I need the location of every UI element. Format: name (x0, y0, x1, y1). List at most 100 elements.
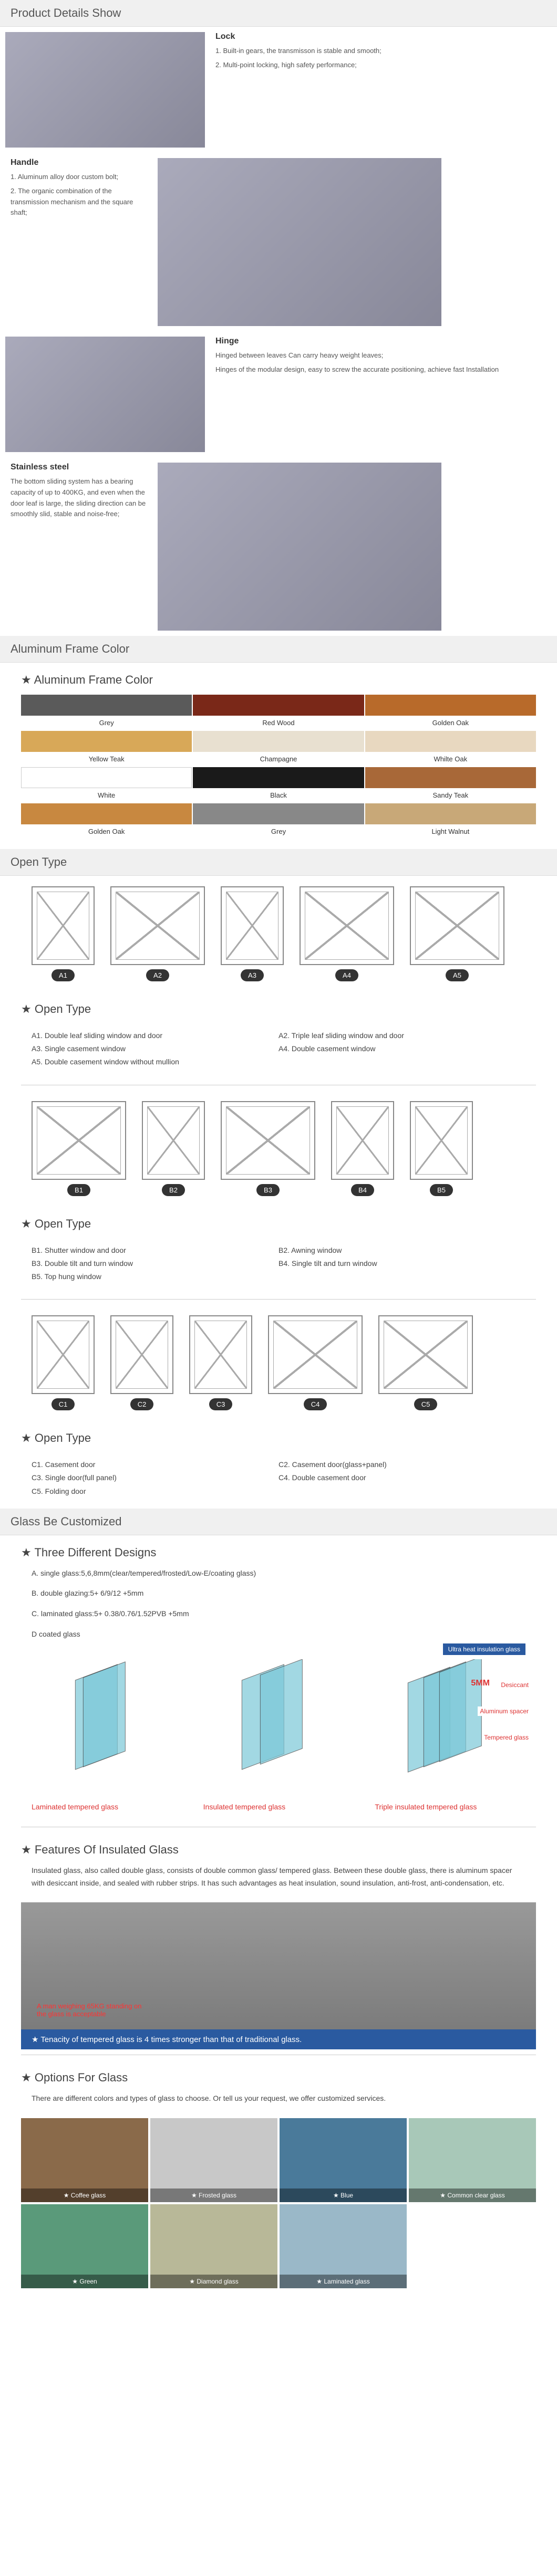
color-label: Grey (21, 716, 192, 730)
open-desc-text: C4. Double casement door (278, 1471, 525, 1484)
color-grid: GreyRed WoodGolden OakYellow TeakChampag… (0, 695, 557, 849)
open-item: C1 (32, 1315, 95, 1410)
color-label: Champagne (193, 752, 364, 766)
open-diagram (32, 886, 95, 965)
open-diagram (221, 1101, 315, 1180)
tempered-image: A man weighing 65KG standing on the glas… (21, 1902, 536, 2049)
open-item: A2 (110, 886, 205, 981)
color-label: Red Wood (193, 716, 364, 730)
color-swatch (365, 803, 536, 824)
color-label: Golden Oak (21, 824, 192, 839)
tempered-caption: Tenacity of tempered glass is 4 times st… (21, 2029, 536, 2049)
open-desc-text: C2. Casement door(glass+panel) (278, 1458, 525, 1471)
color-cell: Yellow Teak (21, 731, 192, 766)
open-diagram (300, 886, 394, 965)
open-desc-text: A3. Single casement window (32, 1042, 278, 1055)
open-a-header: Open Type (0, 992, 557, 1024)
section-open-type: Open Type (0, 849, 557, 876)
insulated-glass-diagram (203, 1659, 354, 1796)
glass-option: Coffee glass (21, 2118, 148, 2202)
open-item: C3 (189, 1315, 252, 1410)
open-badge: B5 (430, 1184, 453, 1196)
open-a-grid: A1A2A3A4A5 (0, 876, 557, 992)
open-c-desc: C1. Casement doorC2. Casement door(glass… (0, 1453, 557, 1509)
glass-label-1: Laminated tempered glass (32, 1803, 182, 1811)
callout-spacer: Aluminum spacer (478, 1706, 531, 1716)
open-item: A1 (32, 886, 95, 981)
open-item: A3 (221, 886, 284, 981)
color-swatch (21, 767, 192, 788)
steel-p1: The bottom sliding system has a bearing … (11, 476, 147, 520)
open-b-desc: B1. Shutter window and doorB2. Awning wi… (0, 1239, 557, 1294)
handle-p2: 2. The organic combination of the transm… (11, 186, 147, 218)
frame-color-header: Aluminum Frame Color (0, 663, 557, 695)
design-a: A. single glass:5,6,8mm(clear/tempered/f… (0, 1567, 557, 1588)
color-swatch (365, 731, 536, 752)
design-b: B. double glazing:5+ 6/9/12 +5mm (0, 1587, 557, 1608)
color-label: Grey (193, 824, 364, 839)
color-cell: Sandy Teak (365, 767, 536, 802)
callout-tempered: Tempered glass (482, 1733, 531, 1742)
open-item: A5 (410, 886, 504, 981)
glass-label-2: Insulated tempered glass (203, 1803, 354, 1811)
open-badge: C4 (304, 1398, 327, 1410)
color-swatch (365, 695, 536, 716)
glass-option: Laminated glass (280, 2204, 407, 2288)
open-b-grid: B1B2B3B4B5 (0, 1091, 557, 1207)
steel-image (158, 463, 441, 631)
lock-image (5, 32, 205, 148)
open-item: B3 (221, 1101, 315, 1196)
glass-diagrams: Laminated tempered glass Insulated tempe… (0, 1649, 557, 1821)
open-item: A4 (300, 886, 394, 981)
color-cell: Red Wood (193, 695, 364, 730)
section-product-details: Product Details Show (0, 0, 557, 27)
open-item: B5 (410, 1101, 473, 1196)
open-desc-text: B1. Shutter window and door (32, 1244, 278, 1257)
open-badge: C3 (209, 1398, 233, 1410)
open-item: B1 (32, 1101, 126, 1196)
detail-lock-row: Lock 1. Built-in gears, the transmisson … (0, 27, 557, 153)
color-cell: Golden Oak (21, 803, 192, 839)
open-diagram (110, 886, 205, 965)
open-diagram (410, 886, 504, 965)
glass-option: Frosted glass (150, 2118, 277, 2202)
color-swatch (193, 731, 364, 752)
open-desc-text: B3. Double tilt and turn window (32, 1257, 278, 1270)
hinge-image (5, 337, 205, 452)
color-swatch (365, 767, 536, 788)
open-diagram (189, 1315, 252, 1394)
open-desc-text: A5. Double casement window without mulli… (32, 1055, 278, 1069)
glass-option-label: Common clear glass (409, 2188, 536, 2202)
open-desc-text: C1. Casement door (32, 1458, 278, 1471)
color-swatch (21, 695, 192, 716)
open-desc-text: B4. Single tilt and turn window (278, 1257, 525, 1270)
glass-option-label: Blue (280, 2188, 407, 2202)
open-diagram (410, 1101, 473, 1180)
open-diagram (378, 1315, 473, 1394)
glass-option-label: Diamond glass (150, 2275, 277, 2288)
lock-p2: 2. Multi-point locking, high safety perf… (215, 60, 546, 71)
open-c-grid: C1C2C3C4C5 (0, 1305, 557, 1421)
features-header: Features Of Insulated Glass (0, 1832, 557, 1865)
glass-option: Common clear glass (409, 2118, 536, 2202)
glass-option-label: Laminated glass (280, 2275, 407, 2288)
triple-glass-diagram: 5MM (375, 1659, 525, 1796)
detail-steel-row: Stainless steel The bottom sliding syste… (0, 457, 557, 636)
color-label: Yellow Teak (21, 752, 192, 766)
handle-title: Handle (11, 158, 147, 167)
detail-handle-row: Handle 1. Aluminum alloy door custom bol… (0, 153, 557, 331)
open-desc-text (278, 1485, 525, 1498)
features-text: Insulated glass, also called double glas… (0, 1865, 557, 1898)
color-swatch (193, 695, 364, 716)
callout-desiccant: Desiccant (499, 1680, 531, 1690)
ultra-label: Ultra heat insulation glass (443, 1643, 525, 1655)
open-badge: B1 (67, 1184, 90, 1196)
open-diagram (32, 1315, 95, 1394)
section-glass-custom: Glass Be Customized (0, 1509, 557, 1535)
color-cell: Black (193, 767, 364, 802)
open-diagram (268, 1315, 363, 1394)
color-cell: Light Walnut (365, 803, 536, 839)
color-label: Light Walnut (365, 824, 536, 839)
steel-title: Stainless steel (11, 463, 147, 472)
options-header: Options For Glass (0, 2060, 557, 2092)
